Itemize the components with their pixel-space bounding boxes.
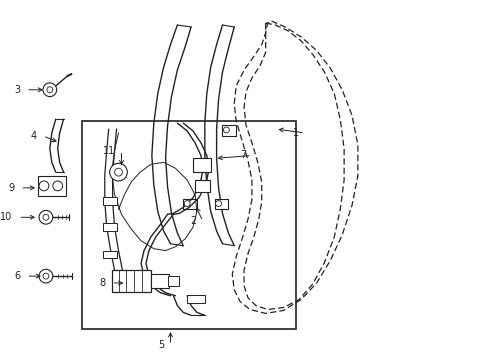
Bar bbox=[193, 158, 211, 172]
Bar bbox=[103, 251, 117, 258]
Bar bbox=[195, 180, 210, 192]
Text: 5: 5 bbox=[158, 340, 165, 350]
Bar bbox=[38, 176, 66, 196]
Bar bbox=[82, 121, 296, 329]
Circle shape bbox=[43, 273, 49, 279]
Bar bbox=[168, 276, 179, 286]
Text: 8: 8 bbox=[99, 278, 106, 288]
Circle shape bbox=[216, 201, 221, 207]
Bar bbox=[187, 295, 205, 303]
Bar bbox=[103, 197, 117, 204]
Bar bbox=[183, 199, 197, 210]
Circle shape bbox=[43, 214, 49, 220]
Circle shape bbox=[53, 181, 63, 191]
Bar bbox=[215, 199, 228, 210]
Text: 4: 4 bbox=[31, 131, 37, 141]
Circle shape bbox=[223, 127, 229, 133]
Bar bbox=[103, 223, 117, 231]
Text: 1: 1 bbox=[293, 128, 299, 138]
Circle shape bbox=[39, 210, 53, 224]
Bar bbox=[222, 125, 236, 136]
Text: 10: 10 bbox=[0, 212, 13, 222]
Text: 2: 2 bbox=[191, 216, 197, 226]
Text: 9: 9 bbox=[8, 183, 15, 193]
Circle shape bbox=[47, 87, 53, 93]
Bar bbox=[151, 274, 169, 288]
Text: 11: 11 bbox=[103, 145, 116, 156]
Circle shape bbox=[43, 83, 57, 96]
Text: 6: 6 bbox=[14, 271, 21, 281]
Circle shape bbox=[39, 269, 53, 283]
Circle shape bbox=[39, 181, 49, 191]
Text: 7: 7 bbox=[240, 150, 246, 161]
Text: 3: 3 bbox=[14, 85, 21, 95]
Bar bbox=[112, 270, 151, 292]
Circle shape bbox=[184, 201, 190, 207]
Circle shape bbox=[115, 168, 122, 176]
Circle shape bbox=[110, 163, 127, 181]
